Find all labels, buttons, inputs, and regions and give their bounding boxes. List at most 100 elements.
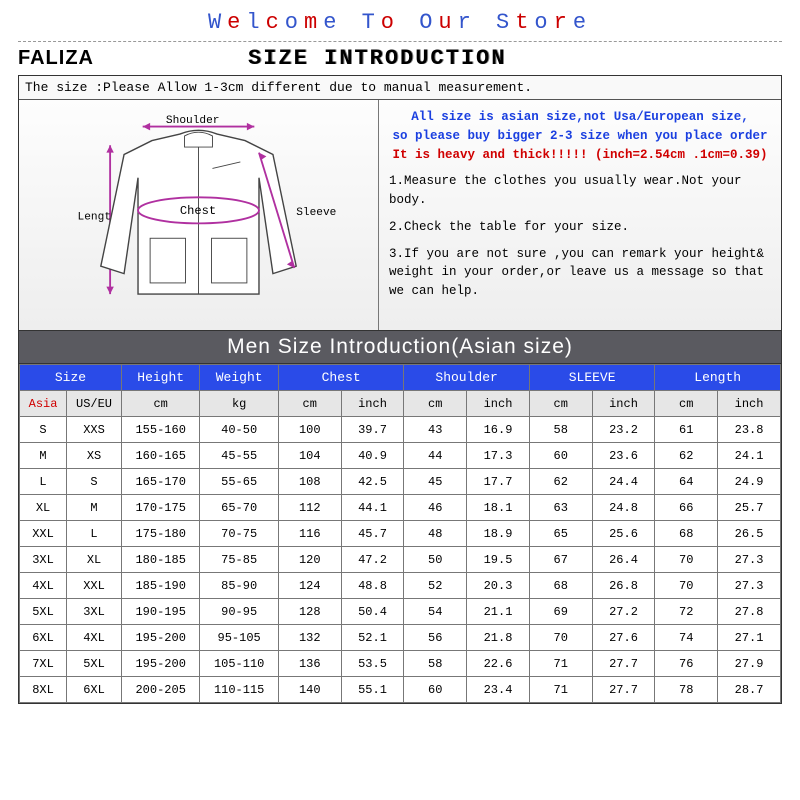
cell-c_in: 45.7 [341, 521, 404, 547]
table-row: XXLL175-18070-7511645.74818.96525.66826.… [20, 521, 781, 547]
cell-s_in: 23.4 [467, 677, 530, 703]
cell-useu: XS [67, 443, 122, 469]
cell-w: 90-95 [200, 599, 278, 625]
cell-c_cm: 104 [278, 443, 341, 469]
col-l-cm: cm [655, 391, 718, 417]
cell-sl_in: 27.7 [592, 651, 655, 677]
cell-sl_cm: 62 [529, 469, 592, 495]
cell-h: 195-200 [121, 625, 199, 651]
cell-c_cm: 132 [278, 625, 341, 651]
cell-c_cm: 128 [278, 599, 341, 625]
cell-sl_in: 23.2 [592, 417, 655, 443]
col-chest: Chest [278, 365, 404, 391]
cell-l_cm: 61 [655, 417, 718, 443]
cell-s_in: 18.1 [467, 495, 530, 521]
cell-s_cm: 52 [404, 573, 467, 599]
section-title: SIZE INTRODUCTION [248, 46, 506, 71]
cell-c_cm: 136 [278, 651, 341, 677]
cell-w: 55-65 [200, 469, 278, 495]
cell-h: 180-185 [121, 547, 199, 573]
size-table: Size Height Weight Chest Shoulder SLEEVE… [19, 364, 781, 703]
cell-s_cm: 56 [404, 625, 467, 651]
table-title: Men Size Introduction(Asian size) [19, 330, 781, 364]
cell-c_in: 53.5 [341, 651, 404, 677]
cell-l_in: 27.3 [718, 573, 781, 599]
header-row: FALIZA SIZE INTRODUCTION [0, 42, 800, 73]
cell-l_in: 27.8 [718, 599, 781, 625]
cell-asia: 4XL [20, 573, 67, 599]
col-l-in: inch [718, 391, 781, 417]
cell-useu: S [67, 469, 122, 495]
cell-l_in: 24.9 [718, 469, 781, 495]
cell-l_in: 28.7 [718, 677, 781, 703]
cell-s_in: 20.3 [467, 573, 530, 599]
cell-c_cm: 140 [278, 677, 341, 703]
cell-asia: 7XL [20, 651, 67, 677]
cell-l_in: 24.1 [718, 443, 781, 469]
table-row: LS165-17055-6510842.54517.76224.46424.9 [20, 469, 781, 495]
table-header-row1: Size Height Weight Chest Shoulder SLEEVE… [20, 365, 781, 391]
cell-s_in: 17.7 [467, 469, 530, 495]
cell-s_cm: 58 [404, 651, 467, 677]
cell-c_in: 42.5 [341, 469, 404, 495]
instr-step1: 1.Measure the clothes you usually wear.N… [389, 172, 771, 210]
instr-line3: It is heavy and thick!!!!! (inch=2.54cm … [389, 146, 771, 165]
table-row: MXS160-16545-5510440.94417.36023.66224.1 [20, 443, 781, 469]
cell-h: 200-205 [121, 677, 199, 703]
cell-l_cm: 62 [655, 443, 718, 469]
cell-l_cm: 78 [655, 677, 718, 703]
cell-h: 170-175 [121, 495, 199, 521]
cell-l_cm: 70 [655, 573, 718, 599]
cell-asia: 8XL [20, 677, 67, 703]
cell-w: 45-55 [200, 443, 278, 469]
cell-c_cm: 108 [278, 469, 341, 495]
cell-s_in: 19.5 [467, 547, 530, 573]
cell-c_in: 40.9 [341, 443, 404, 469]
cell-l_in: 27.9 [718, 651, 781, 677]
cell-asia: S [20, 417, 67, 443]
cell-useu: 3XL [67, 599, 122, 625]
col-height: Height [121, 365, 199, 391]
instr-step3: 3.If you are not sure ,you can remark yo… [389, 245, 771, 301]
cell-l_in: 27.1 [718, 625, 781, 651]
instr-line1: All size is asian size,not Usa/European … [389, 108, 771, 127]
cell-s_cm: 60 [404, 677, 467, 703]
cell-s_in: 21.1 [467, 599, 530, 625]
content-box: The size :Please Allow 1-3cm different d… [18, 75, 782, 704]
cell-sl_cm: 65 [529, 521, 592, 547]
cell-sl_cm: 63 [529, 495, 592, 521]
cell-c_in: 52.1 [341, 625, 404, 651]
cell-asia: L [20, 469, 67, 495]
cell-l_cm: 72 [655, 599, 718, 625]
cell-c_cm: 120 [278, 547, 341, 573]
cell-h: 155-160 [121, 417, 199, 443]
cell-sl_cm: 71 [529, 651, 592, 677]
cell-l_cm: 64 [655, 469, 718, 495]
cell-useu: M [67, 495, 122, 521]
cell-sl_cm: 69 [529, 599, 592, 625]
cell-sl_in: 25.6 [592, 521, 655, 547]
cell-w: 95-105 [200, 625, 278, 651]
table-row: XLM170-17565-7011244.14618.16324.86625.7 [20, 495, 781, 521]
cell-w: 70-75 [200, 521, 278, 547]
cell-useu: 6XL [67, 677, 122, 703]
cell-sl_in: 23.6 [592, 443, 655, 469]
col-asia: Asia [20, 391, 67, 417]
cell-c_cm: 124 [278, 573, 341, 599]
cell-sl_cm: 58 [529, 417, 592, 443]
col-shoulder: Shoulder [404, 365, 530, 391]
chest-label: Chest [180, 204, 216, 218]
col-w-kg: kg [200, 391, 278, 417]
instr-step2: 2.Check the table for your size. [389, 218, 771, 237]
cell-s_cm: 54 [404, 599, 467, 625]
welcome-banner: Welcome To Our Store [18, 0, 782, 42]
sleeve-label: Sleeve [296, 207, 336, 219]
cell-c_cm: 100 [278, 417, 341, 443]
cell-s_in: 17.3 [467, 443, 530, 469]
cell-w: 65-70 [200, 495, 278, 521]
col-length: Length [655, 365, 781, 391]
cell-w: 40-50 [200, 417, 278, 443]
cell-s_cm: 46 [404, 495, 467, 521]
cell-s_in: 22.6 [467, 651, 530, 677]
instructions-box: All size is asian size,not Usa/European … [379, 100, 781, 330]
